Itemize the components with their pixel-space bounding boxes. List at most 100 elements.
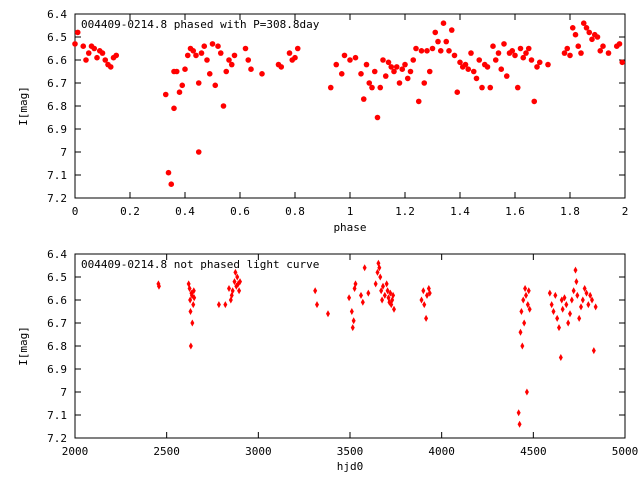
- data-point: [583, 25, 590, 31]
- data-point: [179, 82, 186, 89]
- data-point: [440, 20, 447, 27]
- data-point: [278, 64, 285, 70]
- data-point: [191, 287, 196, 295]
- data-point: [165, 169, 172, 176]
- data-point: [242, 45, 249, 52]
- data-point: [391, 291, 396, 299]
- data-point: [619, 59, 626, 66]
- data-point: [479, 84, 485, 91]
- data-point: [437, 48, 444, 54]
- data-point: [201, 43, 208, 49]
- data-point: [516, 409, 521, 417]
- data-point: [80, 43, 87, 49]
- data-point: [347, 57, 353, 63]
- data-point: [162, 91, 169, 98]
- data-point: [385, 59, 392, 66]
- data-point: [429, 45, 436, 52]
- data-point: [525, 301, 530, 309]
- data-point: [590, 296, 594, 304]
- y-tick-label: 6.7: [47, 77, 67, 90]
- data-point: [524, 291, 528, 299]
- data-point: [206, 71, 213, 77]
- data-point: [381, 282, 385, 290]
- data-point: [512, 52, 518, 59]
- data-point: [616, 41, 623, 47]
- data-point: [421, 287, 426, 295]
- data-point: [396, 80, 403, 86]
- data-point: [85, 50, 92, 56]
- data-point: [454, 89, 461, 95]
- data-point: [380, 296, 385, 304]
- data-point: [600, 43, 606, 49]
- data-point: [498, 66, 505, 72]
- data-point: [514, 84, 521, 91]
- data-point: [74, 29, 81, 36]
- data-point: [517, 420, 522, 428]
- data-point: [462, 61, 469, 68]
- data-point: [426, 68, 433, 75]
- data-point: [517, 45, 524, 52]
- data-point: [192, 294, 197, 302]
- data-point: [212, 82, 219, 89]
- x-tick-label: 0.8: [285, 205, 305, 218]
- data-point: [388, 289, 393, 297]
- data-point: [216, 301, 221, 309]
- data-point: [518, 328, 523, 336]
- data-point: [393, 64, 400, 70]
- x-tick-label: 1.2: [395, 205, 415, 218]
- x-axis-label: hjd0: [337, 460, 364, 473]
- data-point: [476, 57, 483, 63]
- data-point: [571, 287, 576, 295]
- data-point: [495, 50, 502, 56]
- data-point: [586, 29, 593, 36]
- phased-panel: 0 0.2 0.4 0.6 0.8 1 1.2 1.4 1.6 1.8 2 6.4 6.5 6.6 6.7 6…: [17, 8, 628, 234]
- y-axis-label: I[mag]: [17, 86, 30, 126]
- data-point: [451, 52, 458, 59]
- data-point: [580, 296, 585, 304]
- data-point: [188, 342, 193, 350]
- data-point: [578, 50, 584, 56]
- data-point: [580, 20, 587, 27]
- unphased-panel: 2000 2500 3000 3500 4000 4500 5000 6.4 6.5 6.6 6.7…: [17, 248, 638, 473]
- data-point: [392, 305, 396, 313]
- x-tick-label: 3500: [337, 445, 364, 458]
- data-point: [72, 41, 78, 47]
- data-point: [588, 291, 593, 299]
- y-axis-label: I[mag]: [17, 326, 30, 366]
- data-point: [492, 57, 499, 63]
- data-point: [338, 71, 345, 77]
- data-point: [362, 264, 367, 272]
- x-tick-label: 0.2: [120, 205, 140, 218]
- data-point: [569, 25, 576, 31]
- x-tick-label: 1.4: [450, 205, 470, 218]
- y-tick-label: 7: [60, 386, 67, 399]
- data-point: [374, 114, 381, 121]
- data-point: [415, 98, 422, 105]
- data-point: [358, 71, 364, 77]
- data-point: [391, 68, 397, 75]
- data-point: [501, 41, 507, 47]
- data-point: [94, 54, 100, 61]
- data-point: [575, 43, 582, 49]
- data-point: [569, 296, 574, 304]
- plot-frame: [74, 13, 626, 199]
- data-point: [419, 296, 424, 304]
- data-point: [553, 291, 558, 299]
- data-point: [562, 294, 567, 302]
- data-point: [557, 324, 561, 332]
- data-point: [427, 289, 432, 297]
- data-point: [473, 75, 480, 82]
- y-tick-label: 6.4: [47, 248, 67, 261]
- data-point: [286, 50, 293, 56]
- data-point: [235, 273, 240, 281]
- data-point: [577, 314, 582, 322]
- data-point: [526, 287, 531, 295]
- data-point: [230, 287, 235, 295]
- data-point: [377, 264, 382, 272]
- data-point: [593, 303, 598, 311]
- data-point: [371, 68, 378, 75]
- data-point: [176, 89, 183, 95]
- x-tick-label: 2000: [62, 445, 89, 458]
- x-tick-label: 0.6: [230, 205, 250, 218]
